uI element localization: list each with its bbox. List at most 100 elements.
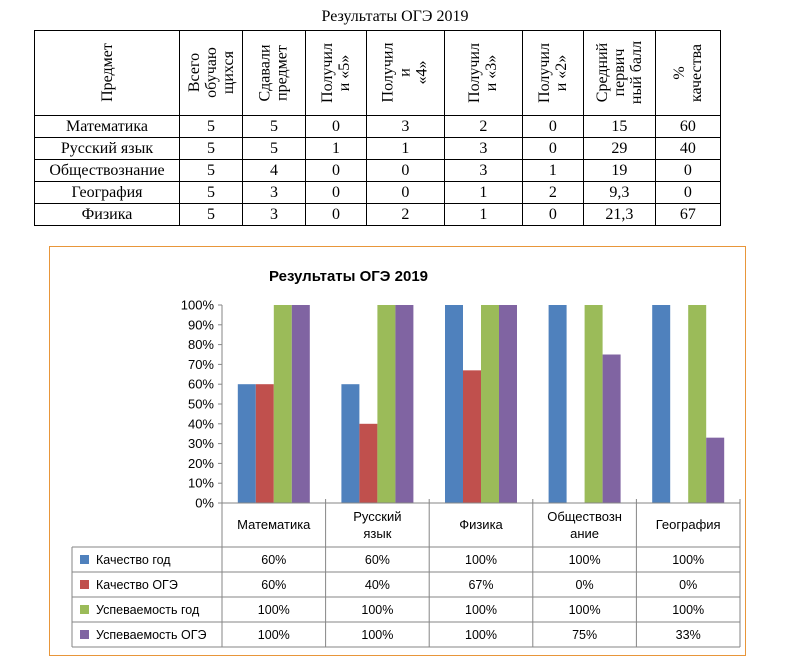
table-header-row: Предмет Всего обучаю щихся Сдавали предмет… xyxy=(34,30,721,116)
table-row: Математика 5 5 0 3 2 0 15 60 xyxy=(34,115,721,138)
value-cell: 1 xyxy=(443,181,523,204)
value-cell: 29 xyxy=(582,137,656,160)
document-title: Результаты ОГЭ 2019 xyxy=(321,8,469,25)
bar-4-2 xyxy=(688,305,707,503)
table-header-label: Предмет xyxy=(98,43,116,102)
value-cell: 0 xyxy=(521,203,584,226)
legend-series-name: Успеваемость ОГЭ xyxy=(96,628,206,642)
data-label: 60% xyxy=(261,553,286,567)
y-tick-label: 80% xyxy=(188,337,214,352)
data-label: 100% xyxy=(672,603,704,617)
table-row: Физика 5 3 0 2 1 0 21,3 67 xyxy=(34,203,721,226)
table-header-cell: Средний первич ный балл xyxy=(582,30,656,116)
chart-svg: Результаты ОГЭ 2019 0% 10% 20% 30% 40% 50% 60% 7… xyxy=(71,268,741,648)
value-cell: 5 xyxy=(242,115,306,138)
value-cell: 1 xyxy=(305,137,367,160)
bar-2-1 xyxy=(463,370,481,503)
value-cell: 0 xyxy=(305,115,367,138)
data-label: 0% xyxy=(576,578,594,592)
value-cell: 2 xyxy=(443,115,523,138)
y-tick-label: 10% xyxy=(188,476,214,491)
table-header-label: Средний первич ный балл xyxy=(593,40,645,105)
table-header-cell: Получил и «5» xyxy=(305,30,367,116)
value-cell: 67 xyxy=(654,203,721,226)
y-tick-label: 0% xyxy=(195,496,214,511)
value-cell: 1 xyxy=(365,137,445,160)
x-category-label: язык xyxy=(363,526,391,541)
data-label: 100% xyxy=(465,628,497,642)
bar-1-2 xyxy=(377,305,396,503)
table-header-cell: % качества xyxy=(654,30,721,116)
table-header-label: Получил и «2» xyxy=(535,42,570,103)
x-category-label: Физика xyxy=(459,517,503,532)
table-header-cell: Всего обучаю щихся xyxy=(179,30,243,116)
value-cell: 5 xyxy=(179,203,243,226)
data-label: 100% xyxy=(569,553,601,567)
bar-0-2 xyxy=(273,305,292,503)
x-category-label: Математика xyxy=(237,517,311,532)
value-cell: 60 xyxy=(654,115,721,138)
data-label: 60% xyxy=(365,553,390,567)
data-label: 100% xyxy=(465,553,497,567)
subject-cell: География xyxy=(34,181,180,204)
bar-1-0 xyxy=(341,384,360,503)
legend-series-name: Успеваемость год xyxy=(96,603,200,617)
data-label: 100% xyxy=(672,553,704,567)
y-tick-label: 90% xyxy=(188,317,214,332)
table-header-label: % качества xyxy=(670,43,705,102)
table-header-label: Получил и «3» xyxy=(466,42,501,103)
y-tick-label: 50% xyxy=(188,397,214,412)
value-cell: 19 xyxy=(582,159,656,182)
bar-3-3 xyxy=(602,354,621,503)
y-tick-label: 30% xyxy=(188,436,214,451)
value-cell: 1 xyxy=(443,203,523,226)
value-cell: 0 xyxy=(365,181,445,204)
y-tick-label: 60% xyxy=(188,377,214,392)
subject-cell: Физика xyxy=(34,203,180,226)
value-cell: 0 xyxy=(521,137,584,160)
value-cell: 0 xyxy=(305,181,367,204)
value-cell: 3 xyxy=(443,159,523,182)
bar-2-3 xyxy=(499,305,517,503)
data-label: 100% xyxy=(465,603,497,617)
value-cell: 5 xyxy=(242,137,306,160)
data-label: 0% xyxy=(679,578,697,592)
bar-1-1 xyxy=(359,423,378,503)
data-label: 100% xyxy=(361,603,393,617)
data-label: 100% xyxy=(361,628,393,642)
legend-key xyxy=(80,580,89,589)
subject-cell: Математика xyxy=(34,115,180,138)
legend-key xyxy=(80,555,89,564)
x-category-label: ание xyxy=(570,526,599,541)
value-cell: 5 xyxy=(179,115,243,138)
data-label: 100% xyxy=(569,603,601,617)
chart-container: Результаты ОГЭ 2019 0% 10% 20% 30% 40% 50% 60% 7… xyxy=(49,246,746,656)
legend-series-name: Качество год xyxy=(96,553,171,567)
legend-series-name: Качество ОГЭ xyxy=(96,578,178,592)
subject-cell: Русский язык xyxy=(34,137,180,160)
bar-3-2 xyxy=(584,305,603,503)
table-header-cell: Получил и «3» xyxy=(443,30,523,116)
x-category-label: Обществозн xyxy=(547,509,622,524)
table-header-label: Получил и «4» xyxy=(379,42,431,103)
value-cell: 5 xyxy=(179,159,243,182)
table-header-label: Получил и «5» xyxy=(318,42,353,103)
data-label: 67% xyxy=(468,578,493,592)
value-cell: 5 xyxy=(179,137,243,160)
value-cell: 21,3 xyxy=(582,203,656,226)
data-label: 100% xyxy=(258,603,290,617)
table-header-label: Сдавали предмет xyxy=(256,43,291,102)
value-cell: 0 xyxy=(654,159,721,182)
table-header-label: Всего обучаю щихся xyxy=(185,47,237,98)
data-label: 100% xyxy=(258,628,290,642)
value-cell: 2 xyxy=(365,203,445,226)
value-cell: 3 xyxy=(242,181,306,204)
x-category-label: Русский xyxy=(353,509,401,524)
table-header-cell: Получил и «2» xyxy=(521,30,584,116)
y-tick-label: 100% xyxy=(181,298,215,313)
value-cell: 0 xyxy=(654,181,721,204)
table-row: Обществознание 5 4 0 0 3 1 19 0 xyxy=(34,159,721,182)
data-label: 60% xyxy=(261,578,286,592)
value-cell: 3 xyxy=(242,203,306,226)
value-cell: 0 xyxy=(521,115,584,138)
